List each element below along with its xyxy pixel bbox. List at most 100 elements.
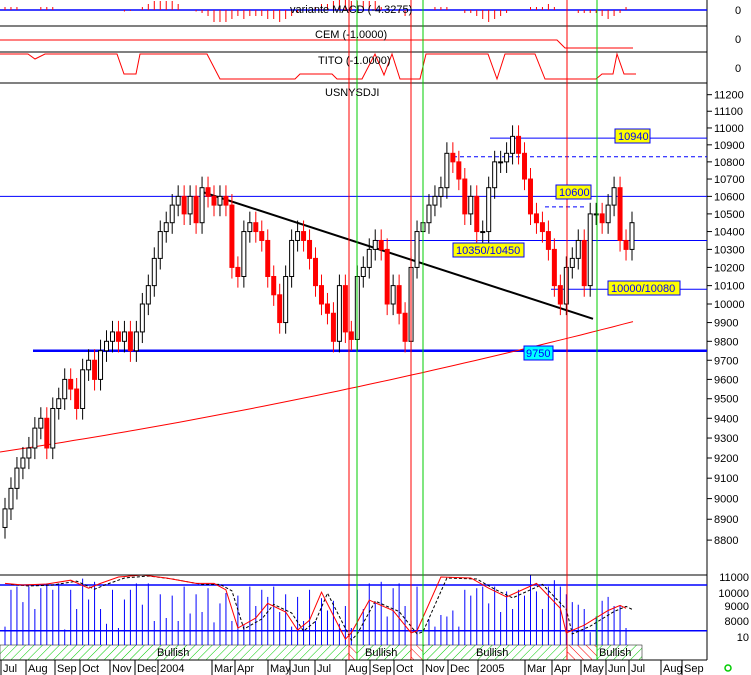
x-tick-label: Sep: [372, 663, 392, 675]
candle-body: [390, 285, 396, 305]
label-10940: 10940: [614, 128, 651, 144]
candle-body: [199, 187, 205, 224]
candle-body: [14, 467, 20, 489]
x-tick-label: Mar: [214, 663, 233, 675]
x-tick-label: Sep: [684, 663, 704, 675]
signal-band: [566, 644, 598, 661]
candle-body: [414, 231, 420, 268]
y-tick-label: 10200: [714, 262, 745, 274]
candle-body: [438, 187, 444, 197]
signal-band: [410, 644, 424, 661]
y-tick-label: 10300: [714, 244, 745, 256]
candle-body: [139, 303, 145, 333]
candle-body: [223, 195, 229, 206]
candle-body: [426, 204, 432, 224]
candle-body: [133, 331, 139, 352]
candle-body: [265, 239, 271, 278]
x-tick-label: Aug: [663, 663, 683, 675]
candle-body: [336, 285, 342, 342]
x-tick-label: 2004: [160, 663, 184, 675]
x-tick-label: Mar: [527, 663, 546, 675]
candle-body: [432, 195, 438, 206]
y-tick-label: 9900: [714, 318, 738, 330]
candle-body: [20, 457, 26, 469]
macd-zero-label: 0: [735, 5, 741, 17]
candle-body: [217, 195, 223, 206]
candle-body: [74, 388, 80, 409]
indicator-panels: [0, 0, 707, 81]
label-10350-text: 10350/10450: [456, 245, 520, 257]
main-title: USNYSDJI: [325, 87, 379, 99]
candle-body: [169, 204, 175, 224]
tito-line: [0, 52, 636, 81]
y-tick-label: 11200: [714, 90, 744, 102]
label-10000-10080: 10000/10080: [607, 280, 681, 296]
cem-line: [0, 39, 633, 49]
bullish-label: Bullish: [599, 647, 631, 659]
y-tick-label: 10600: [714, 191, 745, 203]
candle-body: [229, 204, 235, 268]
y-tick-label: 9600: [714, 374, 738, 386]
candle-body: [486, 187, 492, 233]
candle-body: [551, 248, 557, 287]
candle-body: [211, 195, 217, 206]
price-panel: [0, 125, 707, 539]
candle-body: [157, 231, 163, 259]
candle-body: [277, 294, 283, 324]
x-tick-label: Jul: [3, 663, 17, 675]
green-circle-icon[interactable]: [724, 664, 732, 672]
candle-body: [605, 204, 611, 224]
x-tick-label: Jun: [608, 663, 626, 675]
candle-body: [92, 359, 98, 380]
y-tick-label: 10000: [714, 299, 745, 311]
candle-body: [26, 447, 32, 459]
candle-body: [127, 331, 133, 352]
candle-body: [38, 417, 44, 429]
candle-body: [98, 350, 104, 380]
x-tick-label: Oct: [82, 663, 99, 675]
candle-body: [569, 257, 575, 268]
cem-zero-label: 0: [735, 34, 741, 46]
label-10000-text: 10000/10080: [611, 283, 675, 295]
oscillator-tick-label: 10: [737, 632, 749, 644]
x-tick-label: 2005: [480, 663, 504, 675]
candle-body: [295, 231, 301, 241]
candle-body: [587, 213, 593, 287]
y-tick-label: 9100: [714, 473, 738, 485]
x-tick-label: Jun: [292, 663, 310, 675]
label-9750-text: 9750: [526, 348, 550, 360]
candle-body: [301, 231, 307, 241]
y-tick-label: 8800: [714, 535, 738, 547]
candle-body: [104, 340, 110, 352]
candle-body: [330, 312, 336, 342]
candle-body: [462, 178, 468, 215]
candle-body: [468, 195, 474, 215]
candle-body: [527, 178, 533, 215]
y-tick-label: 9700: [714, 355, 738, 367]
candle-body: [86, 359, 92, 371]
candle-body: [56, 398, 62, 409]
candle-body: [80, 369, 86, 409]
x-tick-label: Oct: [396, 663, 413, 675]
candle-body: [109, 331, 115, 342]
x-tick-label: Dec: [137, 663, 157, 675]
oscillator-tick-label: 8000: [725, 616, 749, 628]
candle-body: [378, 239, 384, 250]
x-tick-label: Sep: [57, 663, 77, 675]
candle-body: [187, 195, 193, 215]
oscillator-tick-label: 10000: [718, 588, 749, 600]
label-10600-text: 10600: [559, 187, 590, 199]
candle-body: [444, 152, 450, 189]
x-tick-label: Nov: [425, 663, 445, 675]
candle-body: [516, 135, 522, 154]
bullish-label: Bullish: [157, 647, 189, 659]
y-tick-label: 9200: [714, 453, 738, 465]
candle-body: [247, 222, 253, 233]
candle-body: [271, 276, 277, 296]
candle-body: [348, 331, 354, 340]
tito-zero-label: 0: [735, 63, 741, 75]
x-tick-label: Apr: [554, 663, 571, 675]
y-tick-label: 10700: [714, 174, 745, 186]
tito-label: TITO (-1.0000): [318, 55, 391, 67]
